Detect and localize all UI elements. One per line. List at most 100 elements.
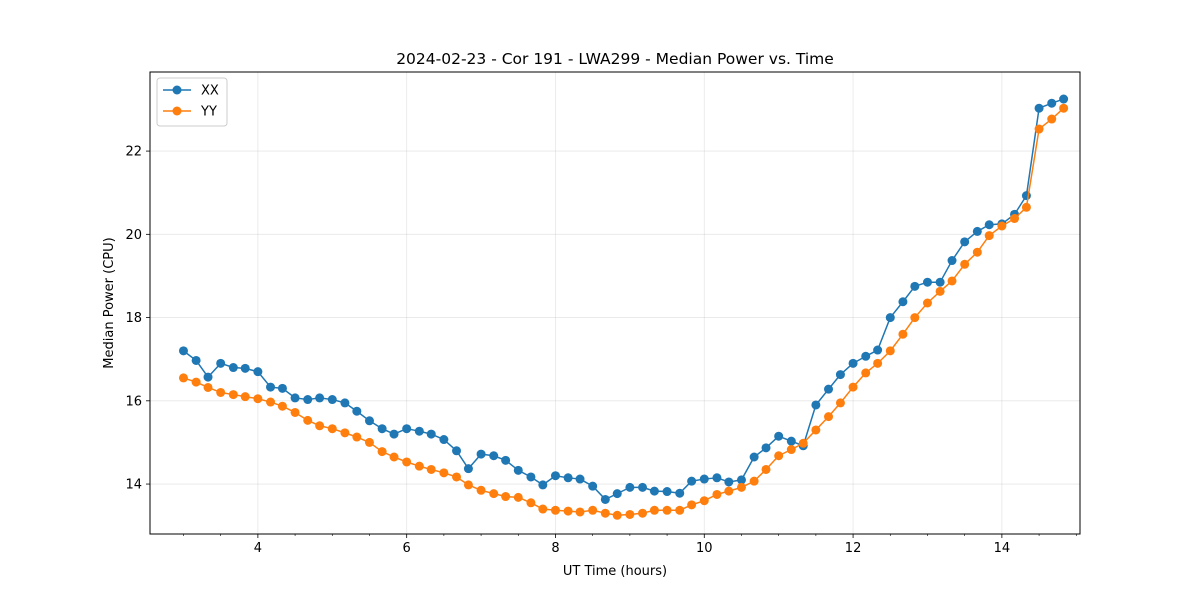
data-point-yy xyxy=(476,485,486,495)
data-point-xx xyxy=(612,489,622,499)
data-point-xx xyxy=(439,435,449,445)
data-point-xx xyxy=(898,297,908,307)
legend-label-xx: XX xyxy=(201,84,219,99)
data-point-yy xyxy=(699,496,709,506)
data-point-yy xyxy=(898,329,908,339)
data-point-xx xyxy=(873,345,883,355)
data-point-xx xyxy=(315,393,325,403)
series-yy xyxy=(178,103,1069,520)
data-point-xx xyxy=(402,424,412,434)
data-point-yy xyxy=(352,432,362,442)
data-point-yy xyxy=(228,390,238,400)
data-point-yy xyxy=(910,313,920,323)
y-axis-label: Median Power (CPU) xyxy=(102,237,117,368)
y-tick-label: 14 xyxy=(125,478,142,493)
chart-title: 2024-02-23 - Cor 191 - LWA299 - Median P… xyxy=(396,50,834,68)
data-point-yy xyxy=(960,259,970,269)
data-point-yy xyxy=(364,437,374,447)
data-point-yy xyxy=(712,489,722,499)
data-point-xx xyxy=(675,488,685,498)
data-point-yy xyxy=(724,486,734,496)
data-point-xx xyxy=(266,382,276,392)
data-point-yy xyxy=(972,247,982,257)
y-tick-label: 16 xyxy=(125,394,142,409)
data-point-yy xyxy=(873,358,883,368)
data-point-yy xyxy=(687,500,697,510)
legend: XX YY xyxy=(156,77,228,127)
data-point-yy xyxy=(513,492,523,502)
legend-marker-xx xyxy=(172,85,182,95)
data-point-yy xyxy=(885,346,895,356)
data-point-xx xyxy=(426,429,436,439)
data-point-yy xyxy=(1047,114,1057,124)
data-point-yy xyxy=(811,425,821,435)
data-point-yy xyxy=(563,506,573,516)
data-point-yy xyxy=(736,482,746,492)
data-point-yy xyxy=(786,445,796,455)
data-point-yy xyxy=(749,476,759,486)
data-point-xx xyxy=(1059,94,1069,104)
data-point-xx xyxy=(1034,103,1044,113)
data-point-yy xyxy=(290,407,300,417)
data-point-yy xyxy=(303,415,313,425)
data-point-yy xyxy=(861,368,871,378)
data-point-xx xyxy=(1047,98,1057,108)
data-point-xx xyxy=(377,424,387,434)
x-tick-label: 6 xyxy=(403,541,411,556)
data-point-yy xyxy=(550,505,560,515)
data-point-xx xyxy=(216,358,226,368)
data-point-xx xyxy=(178,346,188,356)
data-point-xx xyxy=(452,446,462,456)
data-point-yy xyxy=(835,398,845,408)
data-point-yy xyxy=(1034,124,1044,134)
data-point-xx xyxy=(513,465,523,475)
data-point-yy xyxy=(203,382,213,392)
data-point-yy xyxy=(240,392,250,402)
data-point-yy xyxy=(761,464,771,474)
data-point-xx xyxy=(861,351,871,361)
data-point-xx xyxy=(972,226,982,236)
data-point-yy xyxy=(1021,202,1031,212)
x-tick-label: 10 xyxy=(696,541,713,556)
data-point-xx xyxy=(191,355,201,365)
plot-series xyxy=(178,94,1069,520)
data-point-xx xyxy=(340,398,350,408)
x-tick-label: 8 xyxy=(551,541,559,556)
data-point-xx xyxy=(253,367,263,377)
data-point-yy xyxy=(315,421,325,431)
data-point-xx xyxy=(575,474,585,484)
data-point-xx xyxy=(947,256,957,266)
data-point-yy xyxy=(662,505,672,515)
data-point-yy xyxy=(216,387,226,397)
data-point-yy xyxy=(253,394,263,404)
data-point-xx xyxy=(327,395,337,405)
data-point-xx xyxy=(389,429,399,439)
data-point-yy xyxy=(922,298,932,308)
data-point-xx xyxy=(228,363,238,373)
plot-frame xyxy=(149,71,1081,535)
data-point-yy xyxy=(947,276,957,286)
data-point-yy xyxy=(798,438,808,448)
data-point-xx xyxy=(885,313,895,323)
y-tick-label: 18 xyxy=(125,311,142,326)
data-point-yy xyxy=(526,498,536,508)
axis-ticks: 4 6 8 10 12 14 14 16 18 20 22 xyxy=(125,145,1077,556)
data-point-yy xyxy=(452,472,462,482)
data-point-xx xyxy=(203,372,213,382)
data-point-yy xyxy=(178,373,188,383)
data-point-yy xyxy=(984,231,994,241)
data-point-yy xyxy=(266,397,276,407)
data-point-yy xyxy=(340,428,350,438)
data-point-yy xyxy=(489,489,499,499)
data-point-xx xyxy=(526,472,536,482)
data-point-yy xyxy=(414,461,424,471)
data-point-xx xyxy=(588,481,598,491)
data-point-xx xyxy=(463,464,473,474)
data-point-yy xyxy=(501,492,511,502)
data-point-xx xyxy=(563,473,573,483)
data-point-xx xyxy=(600,494,610,504)
data-point-yy xyxy=(588,505,598,515)
data-point-xx xyxy=(749,452,759,462)
legend-entry-xx: XX xyxy=(163,84,219,99)
data-point-yy xyxy=(612,510,622,520)
